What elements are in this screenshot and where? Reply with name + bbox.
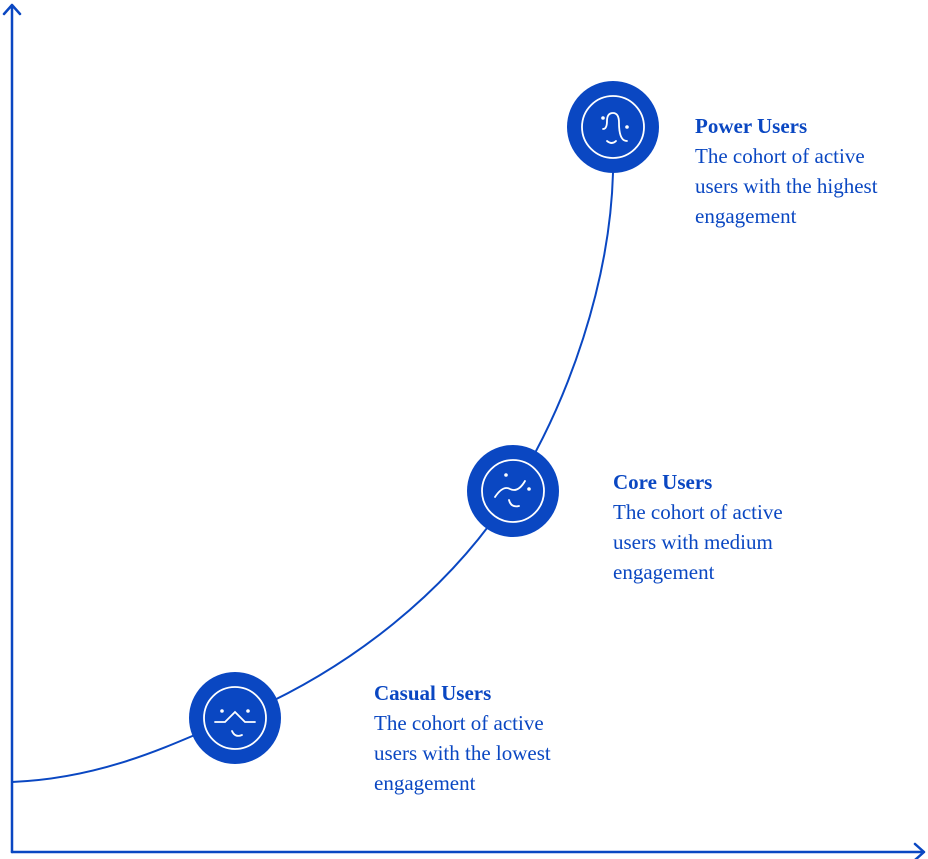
y-axis — [2, 3, 22, 854]
core-users-label: Core Users The cohort of active users wi… — [613, 467, 828, 587]
face-rising-line-icon — [494, 473, 531, 508]
power-users-label: Power Users The cohort of active users w… — [695, 111, 910, 231]
casual-users-label: Casual Users The cohort of active users … — [374, 678, 589, 798]
stage-title: Core Users — [613, 470, 713, 494]
face-peak-icon — [601, 112, 629, 144]
stage-description: The cohort of active users with the lowe… — [374, 711, 551, 795]
stage-description: The cohort of active users with medium e… — [613, 500, 783, 584]
power-users-node — [567, 81, 659, 173]
stage-title: Power Users — [695, 114, 808, 138]
face-wave-icon — [214, 709, 256, 737]
core-users-node — [467, 445, 559, 537]
stage-description: The cohort of active users with the high… — [695, 144, 878, 228]
x-axis — [10, 842, 926, 859]
stage-title: Casual Users — [374, 681, 492, 705]
engagement-curve — [11, 172, 614, 783]
casual-users-node — [189, 672, 281, 764]
